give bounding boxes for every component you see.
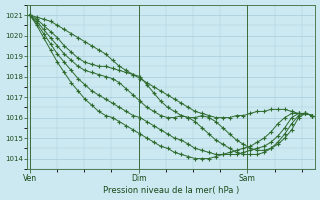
X-axis label: Pression niveau de la mer( hPa ): Pression niveau de la mer( hPa ) [103, 186, 239, 195]
